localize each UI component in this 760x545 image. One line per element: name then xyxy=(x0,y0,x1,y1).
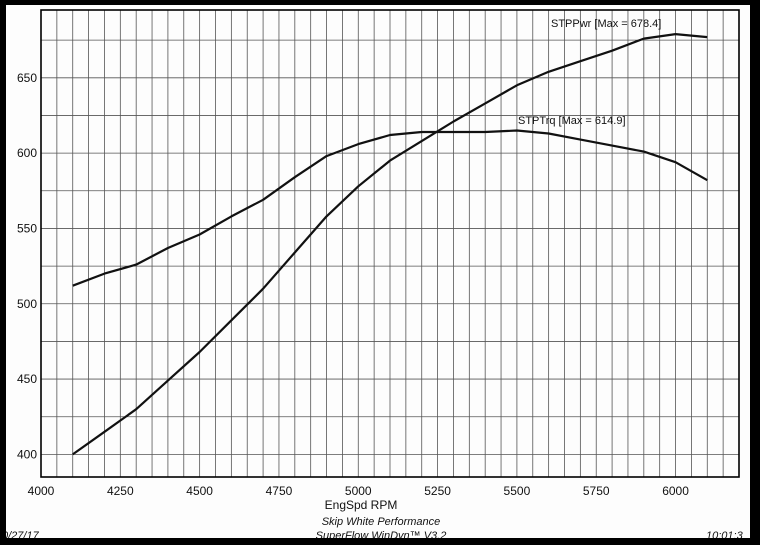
series-group xyxy=(72,33,708,456)
dyno-chart-frame: 4000 4250 4500 4750 5000 5250 5500 5750 6000 400 4… xyxy=(6,5,750,538)
grid xyxy=(40,10,740,477)
axes xyxy=(40,9,740,478)
x-tick-label: 4750 xyxy=(266,484,293,498)
tick-labels: 4000 4250 4500 4750 5000 5250 5500 5750 6000 400 4… xyxy=(17,71,689,498)
x-tick-label: 5000 xyxy=(345,484,372,498)
footer-date: 0/27/17 xyxy=(6,530,40,538)
y-tick-label: 650 xyxy=(17,71,37,85)
dyno-chart: 4000 4250 4500 4750 5000 5250 5500 5750 6000 400 4… xyxy=(6,9,744,538)
footer-time: 10:01:3 xyxy=(706,530,744,538)
series-label-stppwr: STPPwr [Max = 678.4] xyxy=(551,18,661,30)
series-line-stppwr xyxy=(72,33,708,456)
series-label-stptrq: STPTrq [Max = 614.9] xyxy=(518,115,626,127)
y-tick-label: 550 xyxy=(17,221,37,235)
y-tick-label: 450 xyxy=(17,372,37,386)
footer-company: Skip White Performance xyxy=(322,516,441,528)
x-tick-label: 4500 xyxy=(186,484,213,498)
y-tick-label: 400 xyxy=(17,447,37,461)
series-line-stptrq xyxy=(72,129,708,287)
x-tick-label: 5250 xyxy=(424,484,451,498)
y-tick-label: 500 xyxy=(17,297,37,311)
plot-border xyxy=(40,9,740,478)
x-tick-label: 4000 xyxy=(28,484,55,498)
y-tick-label: 600 xyxy=(17,146,37,160)
x-tick-label: 5750 xyxy=(583,484,610,498)
x-tick-label: 4250 xyxy=(107,484,134,498)
x-axis-title: EngSpd RPM xyxy=(325,498,398,512)
x-tick-label: 5500 xyxy=(504,484,531,498)
footer-software: SuperFlow WinDyn™ V3.2 xyxy=(316,530,447,538)
x-tick-label: 6000 xyxy=(662,484,689,498)
